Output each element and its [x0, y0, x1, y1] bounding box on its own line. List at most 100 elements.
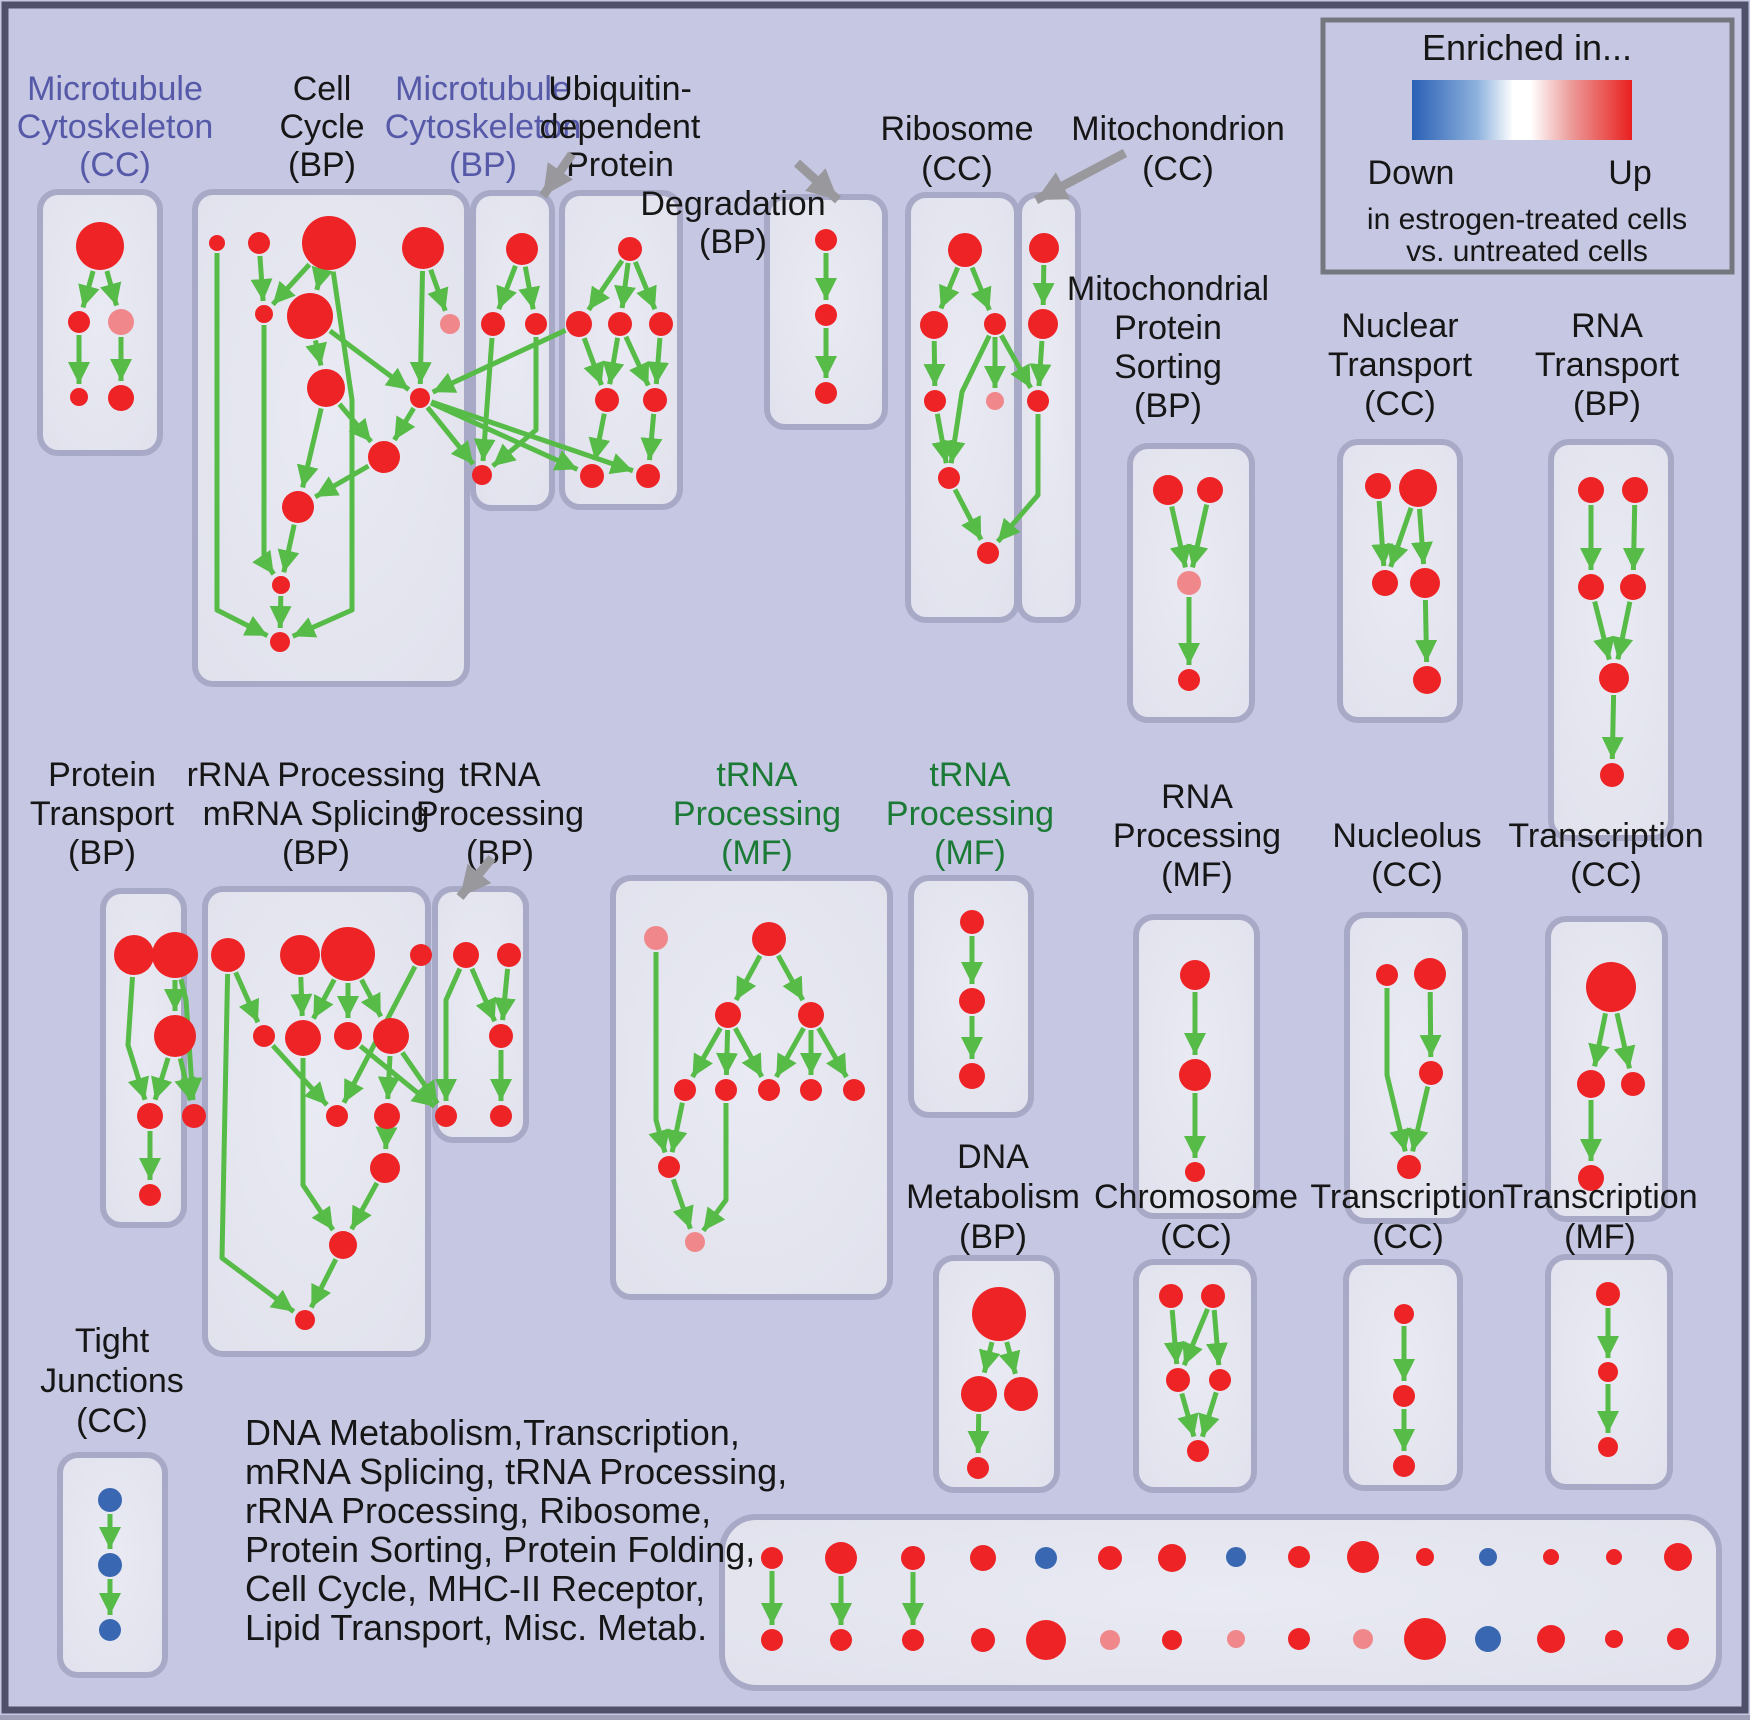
go-term-node-c6-red [287, 293, 333, 339]
edge-q2-q3 [1387, 506, 1414, 568]
go-term-node-c11-red [282, 491, 314, 523]
go-term-node-t4-red [472, 465, 492, 485]
edge-b8-b10 [377, 1055, 400, 1100]
go-term-node-e7-red [758, 1079, 780, 1101]
cluster-label-line: Junctions [40, 1362, 184, 1400]
cluster-label-line: Processing [1113, 817, 1281, 855]
go-term-node-b5-red [253, 1025, 275, 1047]
cluster-box-strip [719, 1514, 1722, 1691]
cluster-label-line: (CC) [1142, 150, 1214, 188]
go-term-node-w14b-red [1605, 1630, 1623, 1648]
go-term-node-c3-red [302, 216, 356, 270]
cluster-label-line: (CC) [1160, 1218, 1232, 1256]
cluster-label-line: Metabolism [906, 1178, 1080, 1216]
cluster-label-line: (BP) [288, 146, 356, 184]
edge-c6-c8 [305, 339, 327, 367]
go-term-node-a2-red [152, 932, 198, 978]
go-term-node-a5-red [182, 1104, 206, 1128]
edge-u1-u4 [632, 260, 658, 311]
go-term-node-h1-red [1376, 964, 1398, 986]
legend: Enriched in... Down Up in estrogen-treated … [1320, 17, 1735, 275]
edge-h2-h3 [1419, 991, 1442, 1058]
misc-terms-line: mRNA Splicing, tRNA Processing, [245, 1451, 787, 1492]
go-term-node-f2-red [959, 988, 985, 1014]
cluster-label-chrom: Chromosome(CC) [1094, 1178, 1298, 1256]
edge-r3-o3 [999, 334, 1033, 390]
go-term-node-b7-red [334, 1022, 362, 1050]
go-term-node-c7-pink [440, 314, 460, 334]
go-term-node-r3-red [984, 313, 1006, 335]
misc-terms-text: DNA Metabolism,Transcription,mRNA Splici… [245, 1412, 787, 1648]
misc-terms-line: Lipid Transport, Misc. Metab. [245, 1607, 707, 1648]
go-term-node-e2-red [752, 922, 786, 956]
cluster-label-line: tRNA [716, 756, 798, 794]
go-term-node-w1t-red [761, 1547, 783, 1569]
go-term-node-w8t-blue [1226, 1547, 1246, 1567]
edge-c3-c5 [270, 262, 312, 307]
go-term-node-w7b-red [1162, 1630, 1182, 1650]
go-term-node-o2-red [1028, 309, 1058, 339]
go-term-node-m3-pink [108, 309, 134, 335]
go-term-node-q2-red [1399, 469, 1437, 507]
go-term-node-t1-red [506, 233, 538, 265]
go-term-node-w15t-red [1664, 1543, 1692, 1571]
edge-r6-r7 [952, 488, 984, 541]
go-term-node-w3t-red [901, 1546, 925, 1570]
misc-terms-line: rRNA Processing, Ribosome, [245, 1490, 711, 1531]
cluster-label-line: (MF) [721, 834, 793, 872]
cluster-label-line: tRNA [459, 756, 541, 794]
go-term-node-u1-red [618, 237, 642, 261]
go-term-node-k4-red [1209, 1369, 1231, 1391]
go-term-node-w8b-pink [1227, 1630, 1245, 1648]
edge-r3-r6 [943, 334, 992, 464]
edge-r1-r3 [969, 266, 992, 312]
cluster-label-line: (CC) [79, 146, 151, 184]
go-term-node-z3-red [1598, 1437, 1618, 1457]
go-term-node-k2-red [1201, 1284, 1225, 1308]
edge-k3-k5 [1177, 1392, 1199, 1438]
edge-c12-c13 [269, 595, 292, 629]
go-term-node-w4b-red [971, 1628, 995, 1652]
go-term-node-a6-red [139, 1184, 161, 1206]
cluster-label-line: Transcription [1310, 1178, 1505, 1216]
go-term-node-c2-red [248, 232, 270, 254]
go-term-node-b12-red [329, 1231, 357, 1259]
go-term-node-s6-red [1600, 763, 1624, 787]
go-term-node-y3-blue [99, 1619, 121, 1641]
go-term-node-r4-red [924, 390, 946, 412]
go-term-node-w12b-blue [1475, 1626, 1501, 1652]
go-term-node-r1-red [948, 233, 982, 267]
edge-q2-q4 [1411, 508, 1433, 565]
edge-r1-r2 [938, 266, 961, 310]
go-term-node-g1-red [1180, 960, 1210, 990]
edge-h1-h4 [1384, 988, 1411, 1152]
go-term-node-d4-red [435, 1105, 457, 1127]
go-term-node-d5-red [490, 1105, 512, 1127]
cluster-label-line: (BP) [699, 223, 767, 261]
cluster-box-dnam [933, 1255, 1060, 1493]
go-term-node-w11b-red [1404, 1618, 1446, 1660]
edge-k2-k4 [1206, 1309, 1228, 1366]
cluster-label-line: (BP) [959, 1218, 1027, 1256]
go-term-node-c10-red [368, 441, 400, 473]
edge-c3-c13 [291, 271, 355, 639]
cluster-label-line: Nuclear [1341, 307, 1458, 345]
misc-terms-line: DNA Metabolism,Transcription, [245, 1412, 740, 1453]
cluster-label-line: RNA [1161, 778, 1233, 816]
go-term-node-y1-blue [98, 1488, 122, 1512]
go-term-node-w1b-red [761, 1629, 783, 1651]
legend-title: Enriched in... [1422, 27, 1632, 68]
cluster-label-line: (BP) [449, 146, 517, 184]
edge-e3-e7 [733, 1026, 764, 1079]
cluster-label-line: (MF) [934, 834, 1006, 872]
go-term-node-h2-red [1414, 958, 1446, 990]
go-term-node-a3-red [154, 1015, 196, 1057]
edge-b3-b6 [311, 978, 337, 1020]
go-term-node-w12t-blue [1479, 1548, 1497, 1566]
go-term-node-w2b-red [830, 1629, 852, 1651]
go-term-node-s2-red [1622, 477, 1648, 503]
